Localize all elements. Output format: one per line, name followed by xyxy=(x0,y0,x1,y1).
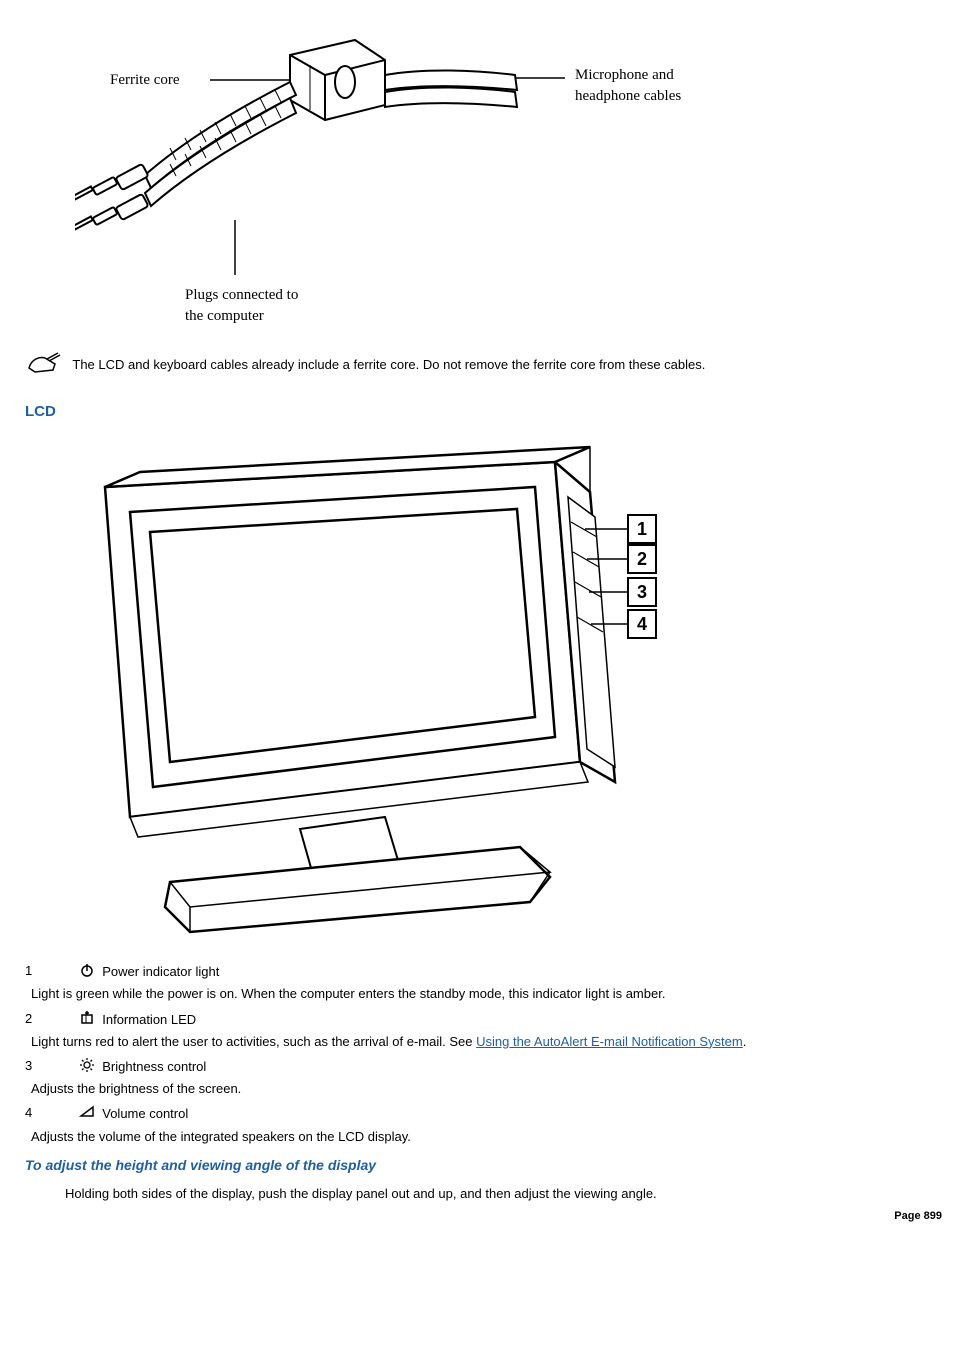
list-item: 3 Brightness control xyxy=(25,1057,942,1078)
ferrite-label-bottom-l2: the computer xyxy=(185,308,264,324)
ferrite-diagram: Ferrite core Microphone and headphone ca… xyxy=(75,20,775,330)
page-footer: Page 899 xyxy=(25,1209,942,1224)
item-label-4: Volume control xyxy=(102,1106,188,1121)
writing-hand-icon xyxy=(25,350,61,381)
brightness-icon xyxy=(79,1057,95,1078)
lcd-svg xyxy=(75,437,695,937)
list-item: 2 Information LED xyxy=(25,1010,942,1031)
ferrite-label-right-l2: headphone cables xyxy=(575,88,681,104)
ferrite-label-right: Microphone and headphone cables xyxy=(575,65,681,107)
callout-box-3: 3 xyxy=(627,577,657,607)
list-item: 4 Volume control xyxy=(25,1104,942,1125)
note-text: The LCD and keyboard cables already incl… xyxy=(72,357,705,372)
instruction-text: Holding both sides of the display, push … xyxy=(65,1185,942,1203)
item-desc-2-pre: Light turns red to alert the user to act… xyxy=(31,1034,476,1049)
ferrite-diagram-block: Ferrite core Microphone and headphone ca… xyxy=(25,20,942,330)
item-label-3: Brightness control xyxy=(102,1059,206,1074)
callout-box-1: 1 xyxy=(627,514,657,544)
item-desc-4: Adjusts the volume of the integrated spe… xyxy=(31,1128,942,1146)
subheading-adjust: To adjust the height and viewing angle o… xyxy=(25,1156,942,1176)
item-number-2: 2 xyxy=(25,1010,75,1028)
information-led-icon xyxy=(79,1010,95,1031)
callout-box-2: 2 xyxy=(627,544,657,574)
list-item: 1 Power indicator light xyxy=(25,962,942,983)
lcd-diagram: 1 2 3 4 xyxy=(75,437,695,937)
callout-box-4: 4 xyxy=(627,609,657,639)
item-list: 1 Power indicator light Light is green w… xyxy=(25,962,942,1146)
note-block: The LCD and keyboard cables already incl… xyxy=(25,350,942,381)
volume-icon xyxy=(79,1104,95,1125)
item-desc-2: Light turns red to alert the user to act… xyxy=(31,1033,942,1051)
ferrite-label-right-l1: Microphone and xyxy=(575,67,674,83)
item-desc-2-post: . xyxy=(743,1034,747,1049)
item-desc-1: Light is green while the power is on. Wh… xyxy=(31,985,942,1003)
item-number-4: 4 xyxy=(25,1104,75,1122)
item-label-1: Power indicator light xyxy=(102,964,219,979)
ferrite-label-bottom: Plugs connected to the computer xyxy=(185,285,298,327)
item-label-2: Information LED xyxy=(102,1012,196,1027)
item-desc-3: Adjusts the brightness of the screen. xyxy=(31,1080,942,1098)
autoalert-link[interactable]: Using the AutoAlert E-mail Notification … xyxy=(476,1034,743,1049)
item-number-1: 1 xyxy=(25,962,75,980)
section-heading-lcd: LCD xyxy=(25,401,942,422)
ferrite-label-bottom-l1: Plugs connected to xyxy=(185,287,298,303)
ferrite-label-left: Ferrite core xyxy=(110,70,180,91)
item-number-3: 3 xyxy=(25,1057,75,1075)
power-icon xyxy=(79,962,95,983)
